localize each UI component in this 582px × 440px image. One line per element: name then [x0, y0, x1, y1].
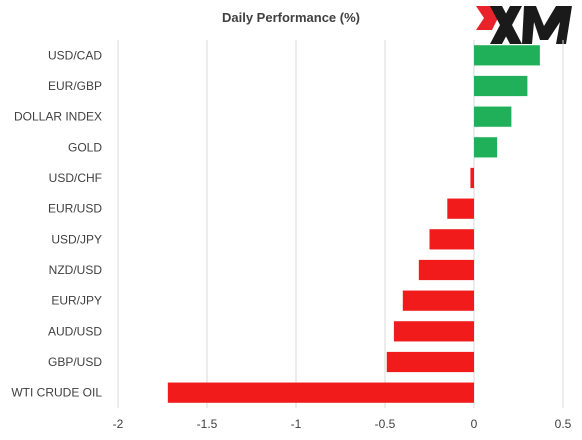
category-label: EUR/JPY — [51, 294, 102, 308]
category-label: EUR/GBP — [48, 79, 102, 93]
bar-gbp-usd — [386, 351, 474, 373]
bar-gold — [474, 137, 498, 158]
bar-nzd-usd — [418, 259, 474, 281]
category-label: EUR/USD — [48, 202, 102, 216]
xm-logo — [476, 6, 572, 44]
category-label: GBP/USD — [48, 355, 102, 369]
x-tick-label: 0 — [471, 417, 478, 431]
bar-eur-jpy — [402, 290, 474, 311]
category-label: USD/JPY — [51, 232, 102, 246]
x-tick-label: -0.5 — [375, 417, 396, 431]
bar-eur-gbp — [474, 75, 528, 97]
x-tick-label: -2 — [113, 417, 124, 431]
bar-dollar-index — [474, 106, 512, 127]
category-label: WTI CRUDE OIL — [11, 386, 102, 400]
x-tick-label: 0.5 — [555, 417, 572, 431]
category-label: DOLLAR INDEX — [14, 110, 102, 124]
bar-wti-crude-oil — [167, 382, 474, 403]
bar-usd-chf — [470, 167, 474, 189]
category-label: USD/CAD — [48, 48, 102, 62]
bar-usd-jpy — [429, 229, 474, 250]
bar-aud-usd — [393, 321, 474, 342]
bar-eur-usd — [447, 198, 474, 219]
category-label: USD/CHF — [49, 171, 102, 185]
category-label: NZD/USD — [49, 263, 103, 277]
category-label: AUD/USD — [48, 324, 102, 338]
x-tick-label: -1.5 — [197, 417, 218, 431]
category-label: GOLD — [68, 140, 102, 154]
chart-title: Daily Performance (%) — [222, 10, 360, 25]
x-tick-label: -1 — [291, 417, 302, 431]
